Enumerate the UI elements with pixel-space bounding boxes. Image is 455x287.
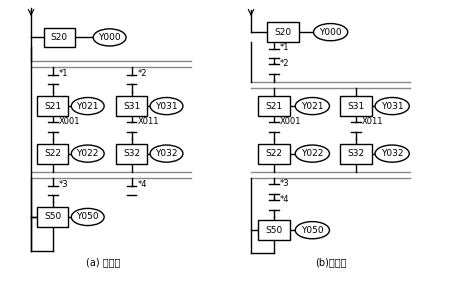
Text: X011: X011 [137, 117, 159, 126]
Bar [257, 144, 289, 164]
Text: Y021: Y021 [76, 102, 99, 110]
Bar [37, 207, 68, 227]
Text: Y031: Y031 [380, 102, 403, 110]
Bar [257, 96, 289, 116]
Text: Y000: Y000 [98, 33, 121, 42]
Text: *1: *1 [59, 69, 68, 78]
Text: S32: S32 [123, 149, 140, 158]
Bar [44, 28, 75, 47]
Text: X011: X011 [361, 117, 383, 126]
Bar [339, 96, 371, 116]
Bar [37, 144, 68, 164]
Text: *3: *3 [279, 179, 289, 188]
Text: Y050: Y050 [76, 212, 99, 222]
Text: S21: S21 [264, 102, 282, 110]
Ellipse shape [295, 98, 329, 115]
Text: S22: S22 [264, 149, 282, 158]
Ellipse shape [313, 24, 347, 41]
Text: *2: *2 [137, 69, 147, 78]
Text: Y022: Y022 [300, 149, 323, 158]
Text: S20: S20 [51, 33, 68, 42]
Text: Y000: Y000 [318, 28, 341, 37]
Text: S22: S22 [44, 149, 61, 158]
Text: S31: S31 [122, 102, 140, 110]
Text: (a) 转化前: (a) 转化前 [86, 257, 120, 267]
Bar [257, 220, 289, 240]
Ellipse shape [295, 222, 329, 239]
Bar [116, 144, 147, 164]
Text: *4: *4 [279, 195, 289, 204]
Text: S50: S50 [264, 226, 282, 235]
Ellipse shape [374, 98, 409, 115]
Bar [339, 144, 371, 164]
Bar [116, 96, 147, 116]
Ellipse shape [150, 98, 182, 115]
Ellipse shape [71, 98, 104, 115]
Ellipse shape [374, 145, 409, 162]
Bar [37, 96, 68, 116]
Text: X001: X001 [279, 117, 301, 126]
Text: *1: *1 [279, 43, 289, 52]
Text: Y031: Y031 [155, 102, 177, 110]
Text: Y022: Y022 [76, 149, 99, 158]
Text: S21: S21 [44, 102, 61, 110]
Text: *4: *4 [137, 180, 147, 189]
Text: Y032: Y032 [155, 149, 177, 158]
Ellipse shape [71, 208, 104, 226]
Ellipse shape [150, 145, 182, 162]
Text: (b)转化后: (b)转化后 [314, 257, 346, 267]
Text: X001: X001 [59, 117, 80, 126]
Text: *3: *3 [59, 180, 68, 189]
Ellipse shape [93, 29, 126, 46]
Text: S20: S20 [273, 28, 291, 37]
Text: S32: S32 [346, 149, 364, 158]
Ellipse shape [71, 145, 104, 162]
Text: Y021: Y021 [300, 102, 323, 110]
Text: *2: *2 [279, 59, 289, 68]
Text: Y032: Y032 [380, 149, 403, 158]
Text: Y050: Y050 [300, 226, 323, 235]
Text: S50: S50 [44, 212, 61, 222]
Bar [266, 22, 298, 42]
Text: S31: S31 [346, 102, 364, 110]
Ellipse shape [295, 145, 329, 162]
